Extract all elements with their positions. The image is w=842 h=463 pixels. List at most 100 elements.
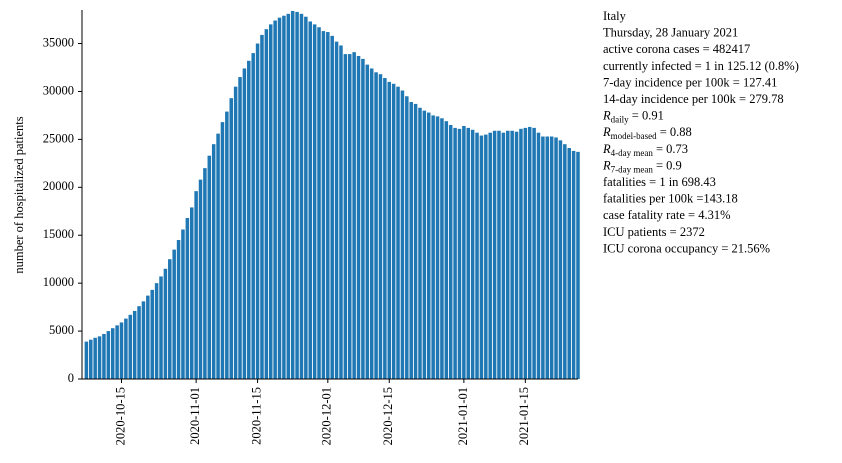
bar bbox=[479, 135, 484, 379]
bar bbox=[299, 13, 304, 379]
bar bbox=[286, 13, 291, 379]
info-line: Rmodel-based = 0.88 bbox=[602, 125, 692, 141]
x-tick-label: 2020-10-15 bbox=[113, 387, 127, 445]
bar bbox=[295, 11, 299, 380]
y-tick-label: 30000 bbox=[43, 83, 74, 97]
bar bbox=[326, 32, 330, 379]
bar bbox=[154, 283, 159, 379]
bar bbox=[93, 337, 97, 379]
bar bbox=[308, 21, 313, 379]
bar bbox=[330, 35, 334, 379]
bar bbox=[453, 127, 457, 380]
bar bbox=[413, 103, 418, 379]
bar bbox=[277, 17, 282, 379]
bar bbox=[431, 115, 435, 379]
bar bbox=[84, 341, 89, 379]
bar bbox=[119, 322, 124, 379]
bar bbox=[554, 137, 558, 379]
info-line: 7-day incidence per 100k = 127.41 bbox=[603, 75, 777, 89]
info-line: R4-day mean = 0.73 bbox=[602, 142, 688, 158]
info-text: = 0.88 bbox=[657, 125, 692, 139]
bar bbox=[405, 96, 409, 380]
bar bbox=[290, 10, 295, 380]
bar bbox=[462, 125, 466, 379]
x-tick-label: 2021-01-15 bbox=[517, 387, 531, 445]
info-text: = 0.73 bbox=[653, 142, 688, 156]
info-line: Italy bbox=[603, 9, 627, 23]
bar bbox=[159, 276, 163, 379]
info-line: fatalities per 100k =143.18 bbox=[603, 192, 738, 206]
bar bbox=[440, 118, 444, 379]
bar bbox=[273, 20, 277, 380]
bar bbox=[567, 148, 571, 379]
bar bbox=[181, 229, 185, 379]
bar bbox=[146, 295, 150, 379]
bar bbox=[220, 122, 225, 379]
bar bbox=[409, 102, 413, 380]
bar bbox=[282, 15, 286, 380]
bar bbox=[247, 60, 251, 380]
bar bbox=[264, 29, 269, 380]
bar bbox=[97, 336, 102, 379]
bar bbox=[168, 259, 172, 379]
bar bbox=[506, 130, 510, 379]
bar bbox=[268, 24, 273, 380]
info-symbol: R bbox=[602, 142, 611, 156]
info-subscript: 4-day mean bbox=[611, 148, 654, 158]
bar bbox=[115, 325, 119, 379]
bar bbox=[435, 116, 440, 379]
bar bbox=[501, 132, 506, 379]
bar bbox=[391, 83, 396, 380]
bar bbox=[242, 68, 247, 379]
bar bbox=[172, 249, 176, 379]
bar bbox=[233, 86, 238, 379]
bar bbox=[225, 111, 229, 380]
bar bbox=[427, 112, 431, 379]
bar bbox=[238, 77, 242, 379]
info-line: ICU corona occupancy = 21.56% bbox=[603, 241, 770, 255]
bar bbox=[211, 144, 216, 379]
bar bbox=[304, 16, 308, 379]
bar bbox=[150, 289, 154, 379]
info-text: = 0.9 bbox=[653, 158, 682, 172]
x-tick-label: 2020-11-01 bbox=[188, 387, 202, 445]
bar bbox=[176, 240, 181, 379]
bar bbox=[255, 43, 260, 379]
y-tick-label: 5000 bbox=[49, 323, 74, 337]
info-line: Rdaily = 0.91 bbox=[602, 109, 664, 125]
bar bbox=[203, 168, 207, 379]
bar bbox=[457, 128, 462, 379]
y-tick-label: 35000 bbox=[43, 35, 74, 49]
info-text: = 0.91 bbox=[629, 109, 664, 123]
bar bbox=[321, 31, 326, 379]
bar bbox=[514, 131, 519, 379]
bar bbox=[141, 301, 146, 379]
info-subscript: model-based bbox=[611, 131, 657, 141]
bar bbox=[492, 130, 497, 379]
bar bbox=[519, 128, 523, 379]
bar bbox=[251, 53, 255, 379]
bar bbox=[527, 126, 532, 379]
info-line: fatalities = 1 in 698.43 bbox=[603, 175, 716, 189]
bar bbox=[576, 151, 580, 379]
bar bbox=[532, 127, 536, 380]
bar bbox=[536, 132, 541, 379]
info-line: ICU patients = 2372 bbox=[603, 225, 705, 239]
bar bbox=[374, 72, 378, 379]
info-symbol: R bbox=[602, 125, 611, 139]
info-line: R7-day mean = 0.9 bbox=[602, 158, 682, 174]
bar bbox=[102, 333, 106, 379]
bar bbox=[216, 133, 220, 379]
bar bbox=[137, 306, 141, 379]
bar bbox=[352, 52, 356, 380]
x-tick-label: 2020-12-01 bbox=[320, 387, 334, 445]
bar bbox=[497, 130, 501, 379]
bar bbox=[545, 136, 550, 379]
bar bbox=[347, 54, 352, 379]
bar bbox=[558, 140, 563, 379]
info-subscript: daily bbox=[611, 115, 629, 125]
x-tick-label: 2020-11-15 bbox=[249, 387, 263, 445]
bar bbox=[106, 331, 111, 379]
bar bbox=[541, 136, 545, 379]
